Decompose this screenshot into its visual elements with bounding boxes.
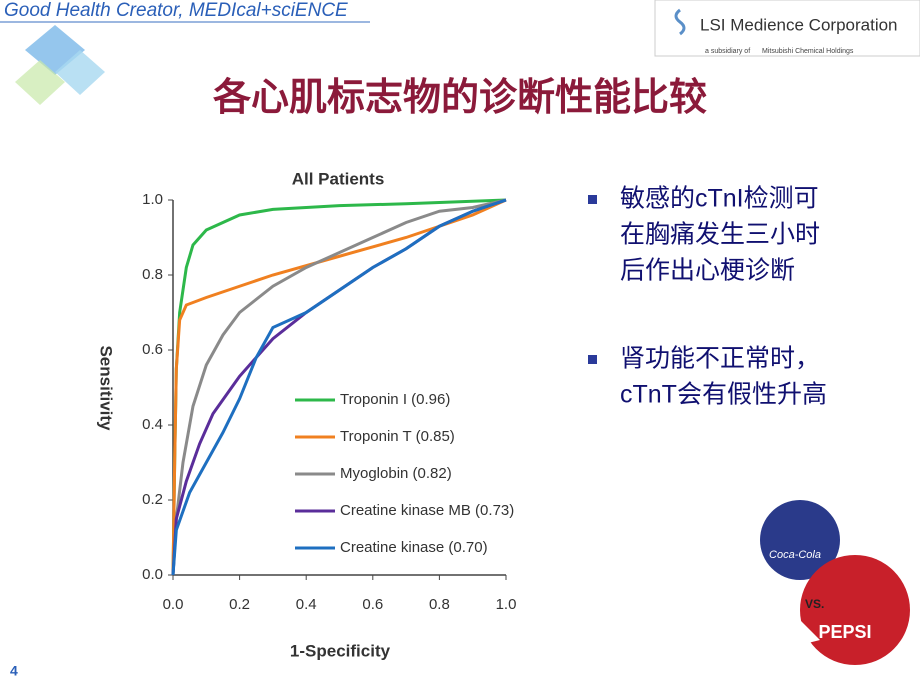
bullet-marker (588, 195, 597, 204)
slide-title: 各心肌标志物的诊断性能比较 (213, 76, 707, 119)
y-axis-label: Sensitivity (97, 345, 116, 431)
x-tick-label: 0.6 (362, 596, 383, 613)
bullet-text: 后作出心梗诊断 (620, 257, 795, 285)
series-line (171, 198, 507, 576)
image-label: VS. (805, 597, 824, 611)
legend-label: Troponin T (0.85) (340, 428, 455, 445)
tagline: Good Health Creator, MEDIcal+sciENCE (4, 0, 348, 21)
image-label: Coca-Cola (769, 549, 821, 561)
legend-label: Troponin I (0.96) (340, 391, 450, 408)
series-line (171, 198, 507, 576)
logo-text: LSI Medience Corporation (700, 15, 898, 34)
y-tick-label: 1.0 (142, 191, 163, 208)
series-line (171, 198, 507, 576)
x-tick-label: 1.0 (496, 596, 517, 613)
x-tick-label: 0.4 (296, 596, 317, 613)
chart-title: All Patients (292, 169, 385, 188)
y-tick-label: 0.0 (142, 566, 163, 583)
bullet-text: 敏感的cTnI检测可 (620, 185, 819, 213)
x-tick-label: 0.8 (429, 596, 450, 613)
image-label: PEPSI (818, 622, 871, 642)
y-tick-label: 0.4 (142, 416, 163, 433)
y-tick-label: 0.8 (142, 266, 163, 283)
logo-parent: Mitsubishi Chemical Holdings (762, 48, 854, 55)
y-tick-label: 0.2 (142, 491, 163, 508)
logo-sub: a subsidiary of (705, 48, 750, 55)
cola-image: Coca-Cola VS. PEPSI (760, 500, 910, 665)
bullet-text: cTnT会有假性升高 (620, 381, 827, 409)
x-tick-label: 0.0 (163, 596, 184, 613)
bullet-text: 在胸痛发生三小时 (620, 221, 820, 249)
x-axis-label: 1-Specificity (290, 641, 391, 660)
legend-label: Creatine kinase MB (0.73) (340, 502, 514, 519)
logo: LSI Medience Corporation a subsidiary of… (654, 0, 920, 57)
bullet-marker (588, 355, 597, 364)
y-tick-label: 0.6 (142, 341, 163, 358)
page-number: 4 (10, 663, 18, 679)
legend-label: Myoglobin (0.82) (340, 465, 452, 482)
decor (0, 21, 370, 105)
bullet-text: 肾功能不正常时， (620, 345, 820, 373)
x-tick-label: 0.2 (229, 596, 250, 613)
legend-label: Creatine kinase (0.70) (340, 539, 488, 556)
